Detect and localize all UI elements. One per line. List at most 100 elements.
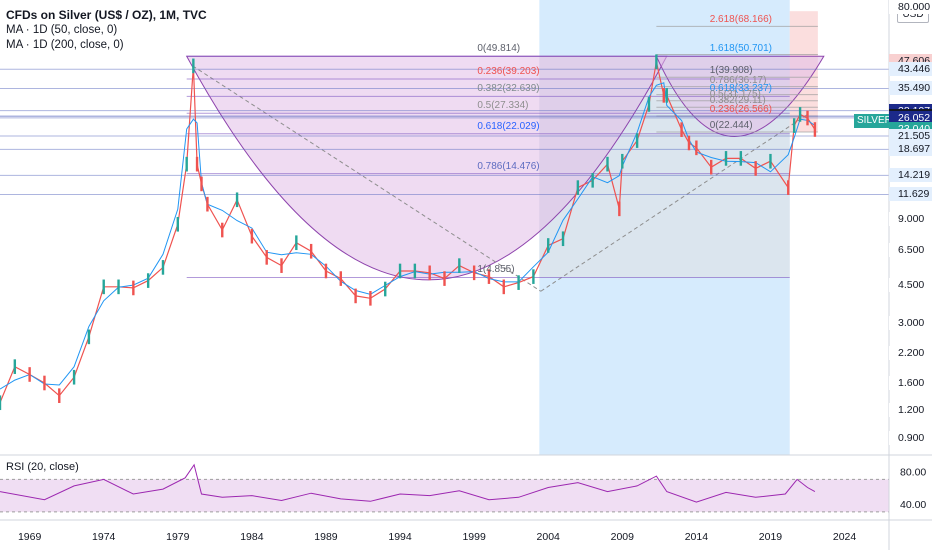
- candle: [369, 290, 372, 306]
- price-tag[interactable]: 80.000: [889, 0, 932, 14]
- candle: [280, 258, 283, 273]
- fib-label-large: 0.786(14.476): [477, 160, 540, 172]
- trend-line: [540, 114, 808, 292]
- x-tick-label: 2014: [685, 531, 709, 543]
- candle: [28, 367, 31, 382]
- rsi-line: [0, 463, 816, 503]
- price-tag[interactable]: 0.900: [889, 430, 932, 445]
- candle: [635, 133, 639, 148]
- fib-label-large: 0.382(32.639): [477, 83, 540, 95]
- fib-label-small: 1.618(50.701): [709, 42, 772, 54]
- price-tag[interactable]: 26.052: [889, 110, 932, 125]
- candle: [813, 122, 817, 137]
- x-tick-label: 2024: [833, 531, 857, 543]
- rsi-band: [0, 479, 889, 512]
- candle: [87, 329, 91, 345]
- candle: [185, 156, 188, 172]
- fib-label-small: 2.618(68.166): [709, 14, 772, 26]
- price-tag[interactable]: 43.446: [889, 62, 932, 77]
- candle: [221, 222, 224, 238]
- rsi-tick-label: 40.00: [900, 499, 926, 511]
- x-tick-label: 2019: [759, 531, 783, 543]
- candle: [146, 273, 150, 288]
- candle: [695, 140, 698, 156]
- candle: [769, 153, 772, 169]
- candle: [798, 107, 802, 122]
- x-tick-label: 1969: [18, 531, 42, 543]
- candle: [295, 235, 298, 251]
- candle: [195, 156, 199, 172]
- symbol-badge: SILVER: [854, 114, 895, 128]
- candle: [724, 151, 728, 166]
- fib-label-small: 0(22.444): [709, 119, 753, 131]
- rsi-tick-label: 80.00: [900, 466, 926, 478]
- candle: [443, 271, 446, 286]
- price-tag[interactable]: 21.505: [889, 129, 932, 144]
- price-tag[interactable]: 35.490: [889, 81, 932, 96]
- candle: [472, 265, 476, 281]
- x-tick-label: 1984: [240, 531, 264, 543]
- price-tag[interactable]: 14.219: [889, 168, 932, 183]
- candle: [398, 263, 402, 279]
- candle: [792, 118, 796, 133]
- candle: [517, 275, 520, 290]
- price-tag[interactable]: 1.200: [889, 403, 932, 418]
- candle: [58, 388, 61, 403]
- candle: [787, 180, 790, 195]
- candle: [13, 359, 17, 374]
- candle: [502, 279, 505, 295]
- price-tag[interactable]: 6.500: [889, 242, 932, 257]
- ma-200-label[interactable]: MA · 1D (200, close, 0): [6, 39, 124, 51]
- price-tag[interactable]: 2.200: [889, 345, 932, 360]
- x-tick-label: 2009: [611, 531, 635, 543]
- candle: [710, 159, 713, 175]
- rsi-label[interactable]: RSI (20, close): [6, 461, 79, 473]
- cup-large: [185, 55, 668, 281]
- x-tick-label: 1999: [462, 531, 486, 543]
- candle: [618, 201, 621, 217]
- x-tick-label: 1994: [388, 531, 412, 543]
- fib-label-small: 0.236(26.566): [709, 103, 772, 115]
- candle: [250, 228, 254, 244]
- price-tag[interactable]: 11.629: [889, 187, 932, 202]
- rsi-pane: [0, 463, 889, 513]
- candle: [206, 196, 209, 212]
- price-tag[interactable]: 9.000: [889, 211, 932, 226]
- candle: [339, 271, 342, 286]
- candle: [561, 231, 565, 247]
- candle: [754, 161, 757, 176]
- fib-label-small: 0.618(33.237): [709, 82, 772, 94]
- candle: [161, 260, 165, 275]
- candle: [309, 243, 313, 259]
- x-tick-label: 1989: [314, 531, 338, 543]
- x-tick-label: 1974: [92, 531, 116, 543]
- candle: [532, 269, 535, 284]
- x-tick-label: 1979: [166, 531, 190, 543]
- candle: [806, 110, 809, 126]
- candle: [117, 279, 120, 295]
- price-tag[interactable]: 3.000: [889, 316, 932, 331]
- candle: [547, 238, 550, 253]
- candle: [354, 288, 357, 304]
- fib-label-large: 0(49.814): [477, 43, 521, 55]
- candle: [235, 192, 239, 208]
- candle: [606, 156, 609, 172]
- candle: [458, 258, 461, 273]
- candle: [487, 269, 491, 284]
- fib-label-large: 0.5(27.334): [477, 100, 529, 112]
- fib-label-small: 0.5(31.175): [709, 88, 761, 100]
- candle: [576, 180, 580, 195]
- candle: [324, 263, 328, 279]
- price-series: [0, 54, 817, 411]
- candle: [265, 250, 268, 265]
- fibonacci-lines: [0, 25, 889, 292]
- ma-50-label[interactable]: MA · 1D (50, close, 0): [6, 24, 118, 36]
- price-tag[interactable]: 1.600: [889, 375, 932, 390]
- trend-line: [192, 65, 542, 292]
- price-tag[interactable]: 18.697: [889, 142, 932, 157]
- price-tag[interactable]: 4.500: [889, 277, 932, 292]
- fib-label-small: 0.382(29.11): [709, 95, 766, 107]
- candle: [739, 151, 743, 166]
